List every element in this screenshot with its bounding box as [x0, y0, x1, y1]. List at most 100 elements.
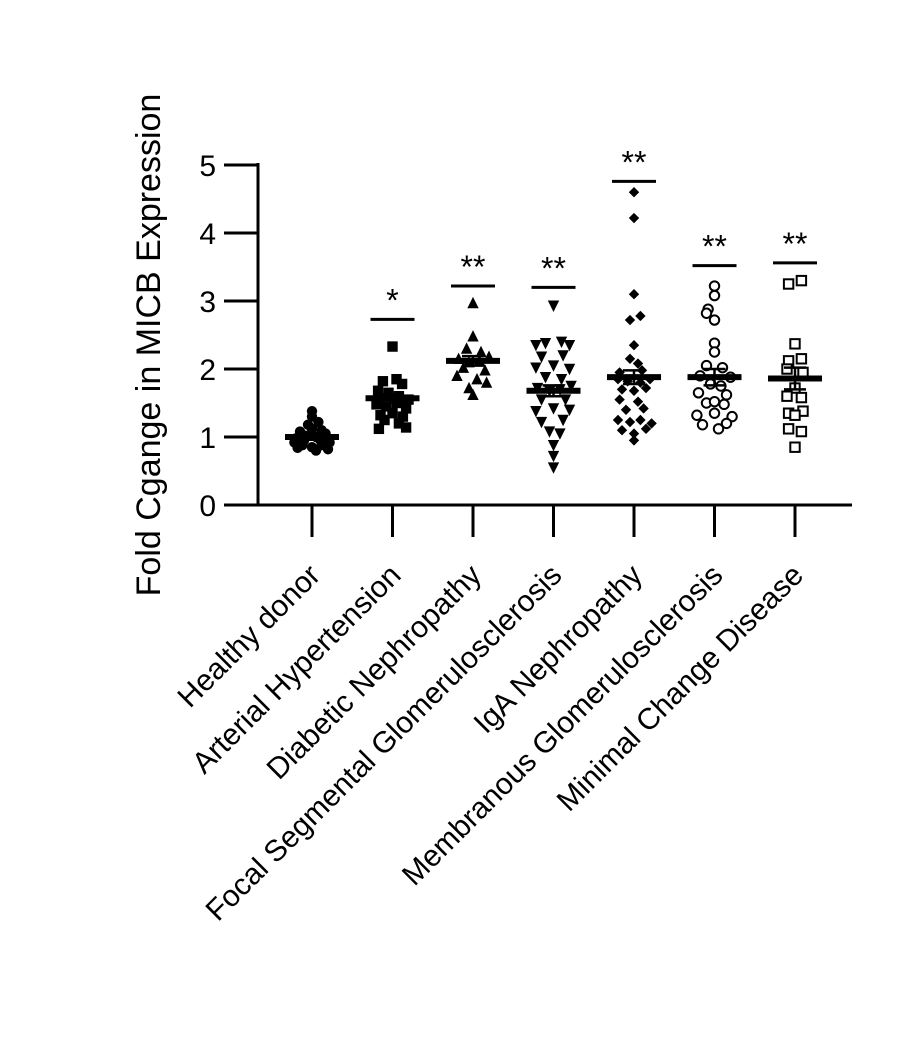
x-category-label: Healthy donor — [172, 559, 327, 714]
data-point — [380, 401, 392, 412]
data-point — [635, 310, 646, 322]
data-point — [795, 425, 808, 438]
data-point — [547, 360, 560, 372]
data-point — [789, 441, 801, 453]
data-point — [632, 358, 644, 369]
data-point — [310, 445, 322, 456]
data-point — [614, 394, 625, 405]
data-marks — [285, 187, 822, 474]
group-3 — [526, 300, 581, 474]
data-point — [718, 398, 730, 411]
y-tick-label: 5 — [199, 150, 216, 183]
data-point — [640, 382, 652, 394]
data-point — [393, 418, 405, 429]
data-point — [789, 338, 801, 350]
data-point — [322, 444, 334, 455]
data-point — [700, 307, 713, 319]
data-point — [451, 369, 463, 381]
data-point — [612, 414, 624, 426]
significance-label: ** — [541, 250, 566, 286]
data-point — [371, 399, 382, 410]
data-point — [530, 362, 542, 374]
data-point — [292, 442, 303, 454]
data-point — [391, 374, 402, 385]
data-point — [624, 416, 636, 428]
data-point — [640, 423, 652, 435]
data-point — [557, 350, 569, 362]
data-point — [628, 187, 640, 198]
y-axis: 0 1 2 3 4 5 — [199, 150, 260, 523]
data-point — [306, 405, 318, 417]
data-point — [624, 353, 636, 364]
y-axis-label: Fold Cgange in MICB Expression — [130, 94, 168, 597]
data-point — [620, 404, 632, 415]
data-point — [539, 371, 552, 384]
data-point — [563, 404, 576, 416]
data-point — [554, 428, 566, 440]
significance-label: ** — [461, 249, 486, 285]
data-point — [387, 408, 398, 419]
group-0 — [285, 405, 339, 456]
y-tick-label: 4 — [199, 218, 216, 251]
group-2 — [446, 296, 500, 401]
data-point — [316, 425, 327, 436]
data-point — [789, 409, 801, 421]
data-point — [628, 340, 640, 351]
data-point — [379, 414, 390, 426]
data-point — [708, 395, 721, 408]
data-point — [781, 363, 793, 375]
data-point — [539, 337, 552, 350]
data-point — [480, 376, 493, 388]
data-point — [716, 361, 729, 374]
data-point — [302, 419, 314, 430]
significance-label: ** — [783, 226, 808, 262]
data-point — [696, 419, 709, 431]
data-point — [463, 381, 475, 394]
significance-label: ** — [702, 229, 727, 265]
data-point — [720, 417, 733, 430]
data-point — [547, 450, 560, 463]
data-point — [646, 418, 657, 429]
data-point — [616, 425, 628, 436]
data-point — [628, 428, 640, 439]
data-point — [692, 387, 705, 399]
x-axis — [258, 503, 852, 537]
data-point — [397, 411, 409, 422]
data-point — [467, 330, 479, 342]
data-point — [795, 391, 808, 404]
group-6 — [768, 274, 822, 453]
y-tick-label: 0 — [199, 490, 216, 523]
data-point — [628, 289, 640, 300]
data-point — [535, 416, 548, 429]
data-point — [563, 363, 576, 376]
group-1 — [365, 341, 420, 435]
data-point — [624, 314, 636, 326]
data-point — [400, 403, 412, 414]
significance-label: ** — [622, 144, 647, 180]
data-point — [467, 388, 479, 401]
data-point — [372, 385, 384, 396]
data-point — [479, 364, 491, 376]
significance-annotations: *** ****** ** — [370, 144, 817, 321]
data-point — [691, 409, 703, 421]
data-point — [373, 423, 385, 435]
data-point — [782, 423, 795, 435]
significance-label: * — [386, 282, 398, 318]
data-point — [565, 380, 577, 393]
data-point — [708, 314, 721, 326]
data-point — [782, 278, 795, 290]
data-point — [708, 280, 721, 292]
data-point — [557, 414, 569, 427]
data-point — [387, 341, 398, 352]
data-point — [547, 439, 560, 452]
data-point — [530, 340, 542, 352]
group-5 — [687, 280, 742, 435]
data-point — [396, 378, 408, 390]
data-point — [795, 353, 808, 365]
data-point — [638, 403, 649, 414]
data-point — [795, 274, 808, 287]
data-point — [555, 374, 568, 386]
y-tick-label: 3 — [199, 286, 216, 319]
group-4 — [607, 187, 661, 446]
